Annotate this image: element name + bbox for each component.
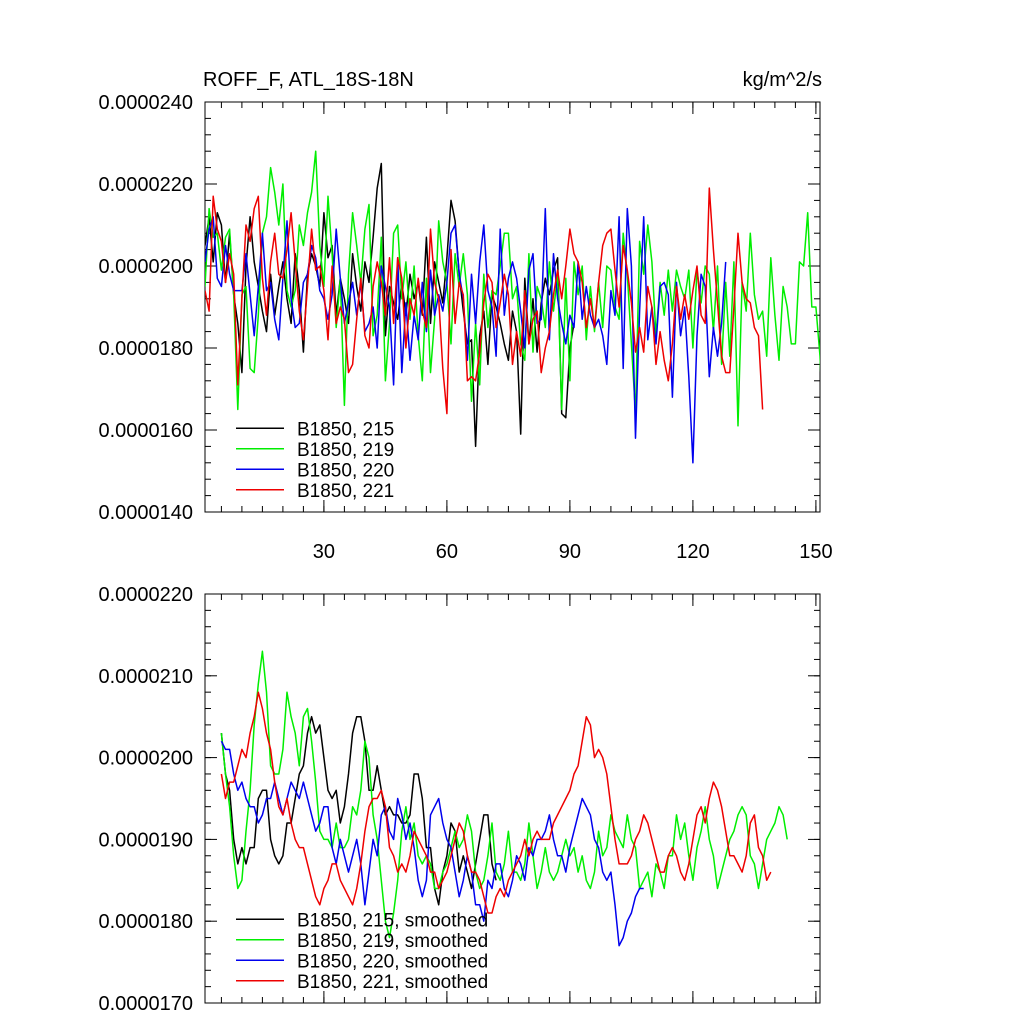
y-tick-label: 0.0000180 [98, 911, 193, 933]
legend-label: B1850, 221, smoothed [297, 972, 488, 993]
series-line [220, 691, 772, 914]
y-tick-label: 0.0000240 [98, 92, 193, 114]
legend-label: B1850, 220, smoothed [297, 951, 488, 972]
units-label: kg/m^2/s [743, 69, 822, 91]
legend-label: B1850, 219 [297, 440, 394, 461]
x-tick-label: 60 [436, 541, 458, 563]
series-line [220, 650, 788, 939]
legend-label: B1850, 215 [297, 419, 394, 440]
chart-title: ROFF_F, ATL_18S-18N [203, 69, 414, 91]
x-tick-label: 30 [313, 541, 335, 563]
legend-label: B1850, 219, smoothed [297, 931, 488, 952]
y-tick-label: 0.0000160 [98, 420, 193, 442]
legend-label: B1850, 221 [297, 481, 394, 502]
x-tick-label: 90 [559, 541, 581, 563]
plot-frame [204, 593, 821, 1004]
series-line [205, 187, 764, 415]
series-line [205, 162, 575, 448]
x-tick-label: 120 [676, 541, 709, 563]
y-tick-label: 0.0000220 [98, 174, 193, 196]
y-tick-label: 0.0000170 [98, 993, 193, 1015]
series-line [220, 740, 644, 947]
y-tick-label: 0.0000180 [98, 338, 193, 360]
top-panel: 0.0000140 0.0000160 0.0000180 0.0000200 0.00… [98, 69, 832, 563]
legend-label: B1850, 220 [297, 460, 394, 481]
bottom-panel: 0.0000170 0.0000180 0.0000190 0.0000200 0.00… [98, 584, 821, 1015]
legend-label: B1850, 215, smoothed [297, 910, 488, 931]
y-tick-label: 0.0000190 [98, 829, 193, 851]
y-tick-label: 0.0000200 [98, 748, 193, 770]
y-tick-label: 0.0000210 [98, 666, 193, 688]
plot-frame [204, 101, 821, 513]
y-tick-label: 0.0000200 [98, 256, 193, 278]
y-tick-label: 0.0000220 [98, 584, 193, 606]
x-tick-label: 150 [799, 541, 832, 563]
y-tick-label: 0.0000140 [98, 502, 193, 524]
